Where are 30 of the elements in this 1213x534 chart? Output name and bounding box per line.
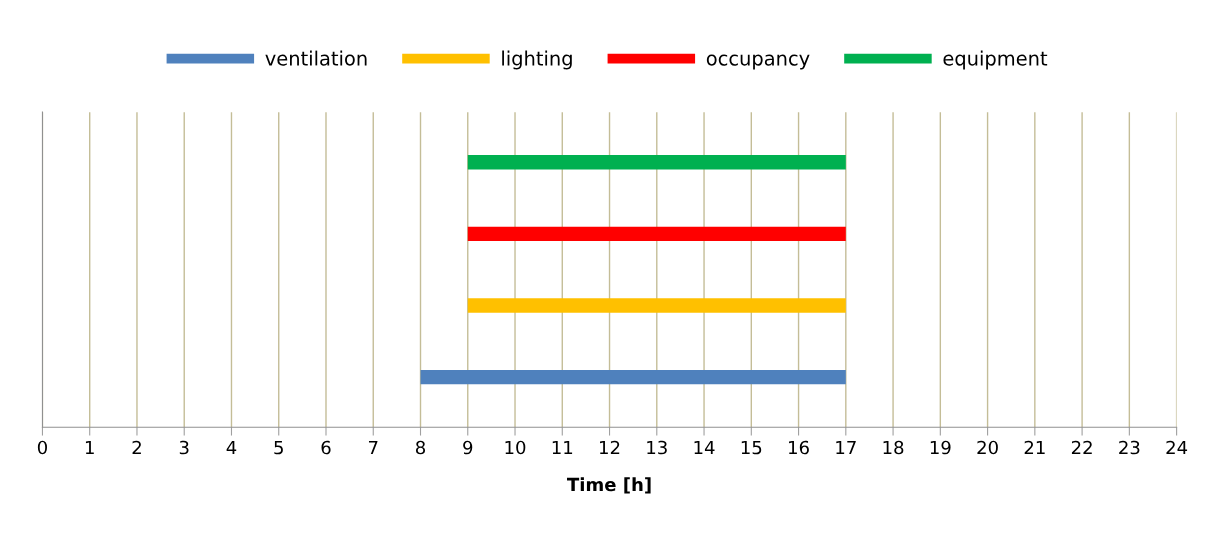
x-tick-label: 6: [321, 440, 331, 455]
x-tick-label: 18: [883, 440, 904, 455]
x-tick-label: 4: [226, 440, 237, 455]
x-tick-label: 14: [694, 440, 715, 455]
x-tick-label: 8: [415, 440, 426, 455]
x-tick-label: 13: [647, 440, 667, 455]
x-tick-label: 21: [1024, 440, 1045, 455]
x-tick-label: 2: [132, 440, 141, 455]
x-tick-label: 16: [789, 440, 809, 455]
x-tick-label: 19: [930, 440, 951, 455]
x-tick-label: 12: [600, 440, 620, 455]
legend-label: ventilation: [265, 50, 367, 66]
x-tick-label: 15: [741, 440, 762, 455]
x-axis-title: Time [h]: [567, 477, 651, 494]
x-tick-label: 9: [463, 440, 473, 455]
x-tick-label: 24: [1166, 440, 1188, 455]
legend-label: occupancy: [706, 54, 810, 70]
x-tick-label: 7: [368, 440, 378, 455]
x-tick-label: 20: [977, 440, 998, 455]
x-tick-label: 17: [836, 440, 856, 455]
x-tick-label: 0: [37, 440, 47, 455]
x-tick-label: 3: [179, 440, 189, 455]
x-tick-label: 11: [552, 440, 573, 455]
x-tick-label: 10: [505, 440, 526, 455]
x-tick-label: 23: [1119, 440, 1140, 455]
x-tick-label: 1: [85, 440, 94, 455]
x-tick-label: 5: [274, 440, 283, 455]
legend-label: lighting: [502, 50, 572, 70]
x-tick-label: 22: [1071, 440, 1092, 455]
legend-label: equipment: [943, 50, 1048, 70]
